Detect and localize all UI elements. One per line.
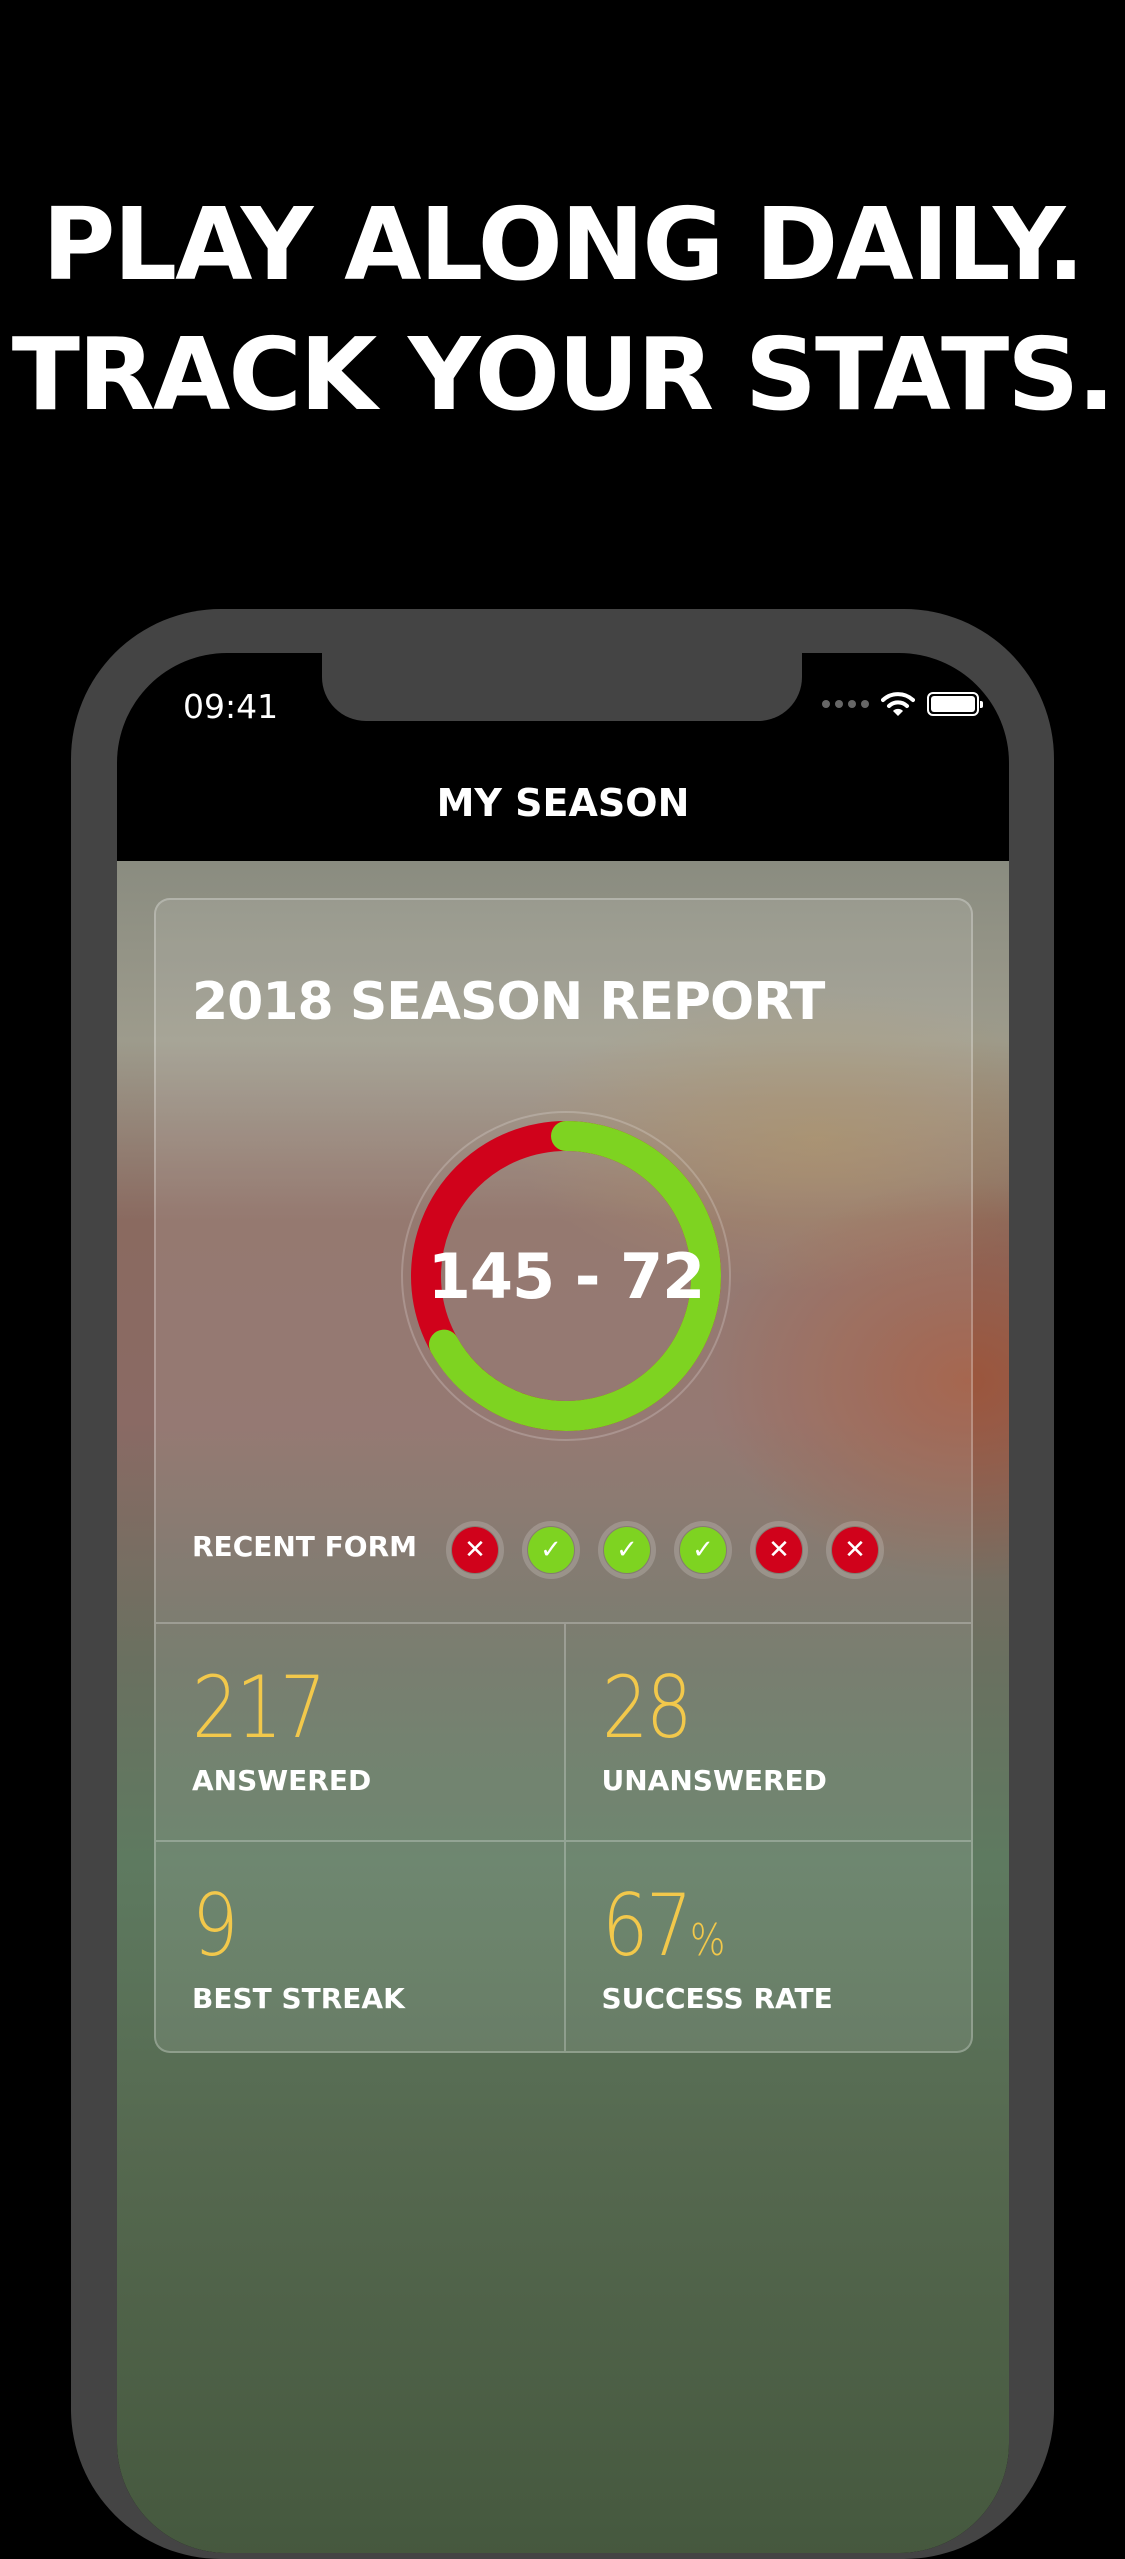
x-icon: ✕ <box>756 1527 802 1573</box>
recent-form-indicators: ✕ ✓ ✓ ✓ ✕ ✕ <box>446 1521 884 1579</box>
stats-grid: 217 ANSWERED 28 UNANSWERED 9 BEST STREAK… <box>156 1622 972 2051</box>
stat-value: 217 <box>192 1658 326 1758</box>
battery-icon <box>927 692 983 716</box>
form-result-loss: ✕ <box>826 1521 884 1579</box>
form-result-win: ✓ <box>598 1521 656 1579</box>
promo-headline: PLAY ALONG DAILY. TRACK YOUR STATS. <box>0 180 1125 440</box>
nav-title: MY SEASON <box>436 781 690 825</box>
win-loss-ring <box>401 1111 731 1441</box>
stat-value: 9 <box>192 1876 238 1976</box>
check-icon: ✓ <box>528 1527 574 1573</box>
report-title: 2018 SEASON REPORT <box>192 972 825 1032</box>
signal-icon <box>822 700 869 708</box>
x-icon: ✕ <box>452 1527 498 1573</box>
form-result-loss: ✕ <box>750 1521 808 1579</box>
form-result-win: ✓ <box>522 1521 580 1579</box>
form-result-loss: ✕ <box>446 1521 504 1579</box>
check-icon: ✓ <box>680 1527 726 1573</box>
stat-label: ANSWERED <box>192 1764 372 1797</box>
check-icon: ✓ <box>604 1527 650 1573</box>
stat-label: UNANSWERED <box>601 1764 827 1797</box>
score-text: 145 - 72 <box>427 1239 706 1313</box>
stat-label: BEST STREAK <box>192 1982 405 2015</box>
ring-win-arc <box>411 1121 721 1431</box>
ring-outline <box>401 1111 731 1441</box>
headline-line-1: PLAY ALONG DAILY. <box>42 186 1085 303</box>
status-icons <box>822 691 983 717</box>
season-report-card: 2018 SEASON REPORT 145 - 72 RECENT FORM … <box>154 898 973 2053</box>
phone-frame: 09:41 MY SEASON 2018 SEASON REPORT 145 -… <box>71 609 1054 2559</box>
wifi-icon <box>881 692 915 716</box>
headline-line-2: TRACK YOUR STATS. <box>11 316 1116 433</box>
stat-unanswered: 28 UNANSWERED <box>563 1624 972 1840</box>
stat-best-streak: 9 BEST STREAK <box>156 1840 564 2051</box>
stat-success-rate: 67% SUCCESS RATE <box>563 1840 971 2051</box>
notch <box>322 653 802 721</box>
stat-value: 67% <box>601 1876 725 1976</box>
stat-label: SUCCESS RATE <box>601 1982 833 2015</box>
x-icon: ✕ <box>832 1527 878 1573</box>
form-result-win: ✓ <box>674 1521 732 1579</box>
recent-form-label: RECENT FORM <box>192 1530 417 1563</box>
phone-screen: 09:41 MY SEASON 2018 SEASON REPORT 145 -… <box>117 653 1009 2553</box>
stat-answered: 217 ANSWERED <box>156 1624 564 1840</box>
status-time: 09:41 <box>183 687 279 726</box>
stat-value: 28 <box>601 1658 692 1758</box>
